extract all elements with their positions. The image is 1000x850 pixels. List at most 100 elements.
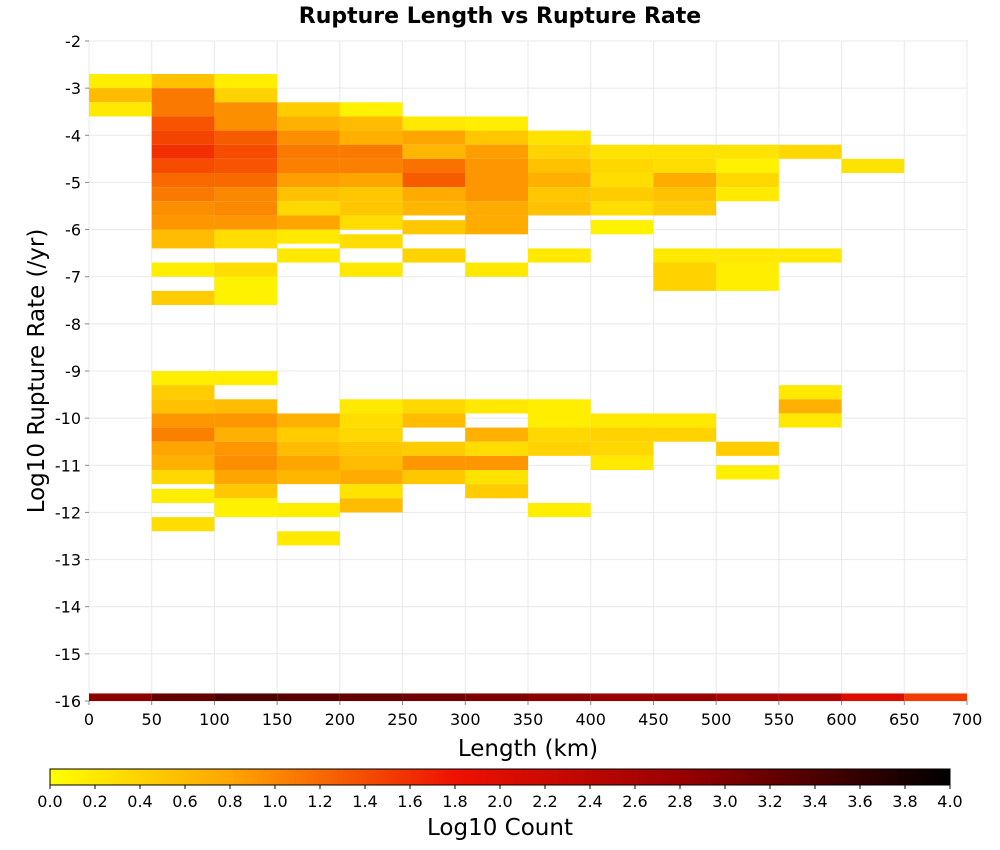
x-tick-label: 500 (701, 710, 732, 729)
heatmap-cell (465, 144, 528, 159)
heatmap-cell (716, 173, 779, 188)
heatmap-cell (214, 693, 278, 701)
heatmap-cell (465, 470, 528, 485)
heatmap-cell (778, 413, 842, 428)
heatmap-cell (339, 234, 403, 249)
heatmap-cell (339, 187, 403, 202)
heatmap-cell (465, 262, 528, 277)
colorbar (49, 768, 951, 786)
heatmap-cell (339, 484, 403, 499)
colorbar-label: Log10 Count (427, 815, 573, 841)
y-tick-label: -11 (55, 456, 81, 475)
colorbar-tick-label: 2.2 (532, 792, 557, 811)
heatmap-cell (277, 413, 340, 428)
heatmap-cell (214, 130, 278, 145)
heatmap-cell (590, 693, 654, 701)
heatmap-cell (339, 116, 403, 131)
colorbar-tick-label: 0.8 (217, 792, 242, 811)
y-tick-label: -9 (65, 362, 81, 381)
colorbar-tick-label: 0.0 (37, 792, 62, 811)
heatmap-cell (214, 102, 278, 131)
heatmap-cell (214, 413, 278, 428)
heatmap-cell (214, 427, 278, 442)
heatmap-cell (151, 371, 215, 386)
y-axis-label: Log10 Rupture Rate (/yr) (24, 229, 50, 514)
colorbar-tick-label: 4.0 (937, 792, 962, 811)
heatmap-cell (214, 173, 278, 188)
colorbar-tick-label: 3.4 (802, 792, 827, 811)
heatmap-cell (277, 187, 340, 202)
heatmap-cell (778, 399, 842, 414)
heatmap-cell (528, 187, 591, 202)
heatmap-cell (151, 399, 215, 414)
heatmap-cell (465, 455, 528, 470)
heatmap-cell (339, 158, 403, 173)
heatmap-cell (528, 201, 591, 216)
heatmap-cell (151, 441, 215, 456)
heatmap-cell (277, 201, 340, 216)
heatmap-cell (214, 276, 278, 305)
heatmap-cell (151, 517, 215, 532)
heatmap-cell (277, 158, 340, 173)
heatmap-cell (716, 158, 779, 173)
heatmap-cell (716, 248, 779, 263)
heatmap-cell (716, 262, 779, 291)
colorbar-tick-label: 0.6 (172, 792, 197, 811)
heatmap-cell (653, 427, 717, 442)
heatmap-cell (277, 229, 340, 244)
y-tick-label: -7 (65, 268, 81, 287)
heatmap-cell (277, 116, 340, 131)
heatmap-cell (339, 427, 403, 442)
heatmap-cell (151, 427, 215, 442)
heatmap-cell (339, 102, 403, 117)
heatmap-cell (590, 413, 654, 428)
heatmap-cell (402, 158, 466, 173)
heatmap-cell (89, 74, 152, 89)
colorbar-tick-label: 0.2 (82, 792, 107, 811)
heatmap-cell (277, 470, 340, 485)
heatmap-cell (465, 441, 528, 456)
heatmap-cell (653, 248, 717, 263)
heatmap-cell (465, 399, 528, 414)
heatmap-cell (89, 693, 152, 701)
heatmap-cell (277, 102, 340, 117)
heatmap-cell (151, 413, 215, 428)
heatmap-cell (653, 413, 717, 428)
colorbar-tick-label: 1.0 (262, 792, 287, 811)
x-tick-label: 650 (889, 710, 920, 729)
chart-title: Rupture Length vs Rupture Rate (299, 4, 701, 29)
x-tick-label: 100 (199, 710, 230, 729)
heatmap-cell (590, 158, 654, 173)
heatmap-cell (214, 470, 278, 485)
y-tick-label: -12 (55, 503, 81, 522)
heatmap-cell (151, 229, 215, 249)
heatmap-cell (465, 427, 528, 442)
heatmap-cell (528, 173, 591, 188)
heatmap-cell (402, 441, 466, 456)
heatmap-cell (716, 187, 779, 202)
heatmap-cell (904, 693, 967, 701)
heatmap-cell (465, 201, 528, 216)
heatmap-cell (214, 144, 278, 159)
heatmap-cell (402, 116, 466, 131)
heatmap-cell (214, 215, 278, 230)
heatmap-cell (214, 441, 278, 456)
x-tick-label: 700 (952, 710, 983, 729)
heatmap-cell (590, 441, 654, 456)
heatmap-cell (339, 455, 403, 470)
heatmap-cell (214, 187, 278, 202)
x-tick-label: 300 (450, 710, 481, 729)
heatmap-cell (841, 158, 905, 173)
heatmap-cell (277, 248, 340, 263)
heatmap-cell (653, 144, 717, 159)
x-tick-label: 50 (142, 710, 162, 729)
heatmap-cell (214, 74, 278, 89)
heatmap-cell (778, 693, 842, 701)
heatmap-cell (402, 130, 466, 145)
x-axis-ticks: 0 50 100 150 200 250 300 350 400 450 500 550 600 650 7… (84, 701, 982, 729)
heatmap-cell (402, 399, 466, 414)
y-axis-ticks: -2 -3 -4 -5 -6 -7 -8 -9 -10 -11 -12 -13 -14 -15 -16 (55, 32, 89, 711)
heatmap-cell (465, 215, 528, 235)
y-tick-label: -15 (55, 645, 81, 664)
heatmap-cell (151, 144, 215, 159)
